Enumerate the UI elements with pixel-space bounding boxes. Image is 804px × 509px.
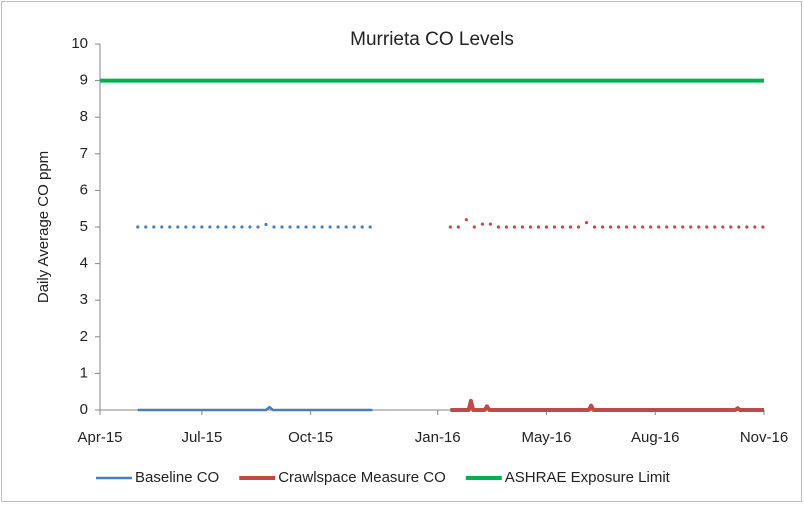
data-point bbox=[256, 225, 260, 229]
data-point bbox=[312, 225, 316, 229]
x-tick-label: Aug-16 bbox=[631, 429, 679, 446]
data-point bbox=[216, 225, 220, 229]
data-point bbox=[448, 225, 452, 229]
data-point bbox=[296, 225, 300, 229]
data-point bbox=[625, 225, 629, 229]
data-point bbox=[689, 225, 693, 229]
x-tick-label: Jan-16 bbox=[415, 429, 461, 446]
y-axis-label: Daily Average CO ppm bbox=[35, 151, 52, 303]
y-tick-label: 10 bbox=[71, 35, 88, 52]
data-point bbox=[152, 225, 156, 229]
data-point bbox=[240, 225, 244, 229]
y-tick-label: 4 bbox=[80, 255, 88, 272]
data-point bbox=[200, 225, 204, 229]
data-point bbox=[657, 225, 661, 229]
x-tick-label: Nov-16 bbox=[740, 429, 788, 446]
x-tick-label: May-16 bbox=[521, 429, 571, 446]
data-point bbox=[512, 225, 517, 229]
data-point bbox=[280, 225, 284, 229]
data-point bbox=[649, 225, 653, 229]
data-point bbox=[576, 225, 581, 229]
data-point bbox=[168, 225, 172, 229]
data-point bbox=[608, 225, 613, 229]
data-point bbox=[737, 225, 741, 229]
data-point bbox=[584, 221, 589, 225]
data-point bbox=[328, 225, 332, 229]
data-point bbox=[729, 225, 733, 229]
legend-label: ASHRAE Exposure Limit bbox=[505, 469, 671, 486]
y-tick-label: 7 bbox=[80, 145, 88, 162]
data-point bbox=[504, 225, 509, 229]
data-point bbox=[681, 225, 685, 229]
data-point bbox=[721, 225, 725, 229]
y-tick-label: 0 bbox=[80, 401, 88, 418]
data-point bbox=[633, 225, 637, 229]
data-point bbox=[320, 225, 324, 229]
y-tick-label: 1 bbox=[80, 364, 88, 381]
y-tick-label: 9 bbox=[80, 72, 88, 89]
data-point bbox=[264, 222, 268, 227]
data-point bbox=[456, 225, 460, 229]
data-point bbox=[144, 225, 148, 229]
data-point bbox=[496, 225, 500, 229]
data-point bbox=[488, 222, 492, 226]
data-point bbox=[176, 225, 180, 229]
y-tick-label: 8 bbox=[80, 108, 88, 125]
data-point bbox=[617, 225, 621, 229]
data-point bbox=[464, 218, 468, 222]
data-point bbox=[480, 222, 484, 226]
legend-label: Crawlspace Measure CO bbox=[278, 469, 446, 486]
data-point bbox=[761, 225, 765, 229]
y-tick-label: 6 bbox=[80, 181, 88, 198]
data-point bbox=[753, 225, 757, 229]
chart-title: Murrieta CO Levels bbox=[350, 29, 514, 50]
data-point bbox=[368, 225, 372, 229]
data-point bbox=[520, 225, 525, 229]
data-point bbox=[248, 225, 252, 229]
data-point bbox=[472, 225, 476, 229]
data-point bbox=[665, 225, 669, 229]
data-point bbox=[528, 225, 533, 229]
data-point bbox=[536, 225, 541, 229]
legend-label: Baseline CO bbox=[135, 469, 219, 486]
data-point bbox=[136, 225, 140, 229]
data-point bbox=[208, 225, 212, 229]
data-point bbox=[336, 225, 340, 229]
data-point bbox=[544, 225, 549, 229]
data-point bbox=[705, 225, 709, 229]
y-tick-label: 5 bbox=[80, 218, 88, 235]
series-line bbox=[137, 405, 373, 412]
data-point bbox=[344, 225, 348, 229]
data-point bbox=[288, 225, 292, 229]
data-point bbox=[641, 225, 645, 229]
y-tick-label: 3 bbox=[80, 291, 88, 308]
data-point bbox=[304, 225, 308, 229]
data-point bbox=[592, 225, 597, 229]
data-point bbox=[224, 225, 228, 229]
data-point bbox=[360, 225, 364, 229]
y-tick-label: 2 bbox=[80, 328, 88, 345]
data-point bbox=[713, 225, 717, 229]
data-point bbox=[192, 225, 196, 229]
x-tick-label: Apr-15 bbox=[77, 429, 122, 446]
data-point bbox=[160, 225, 164, 229]
data-point bbox=[232, 225, 236, 229]
x-tick-label: Jul-15 bbox=[181, 429, 222, 446]
x-tick-label: Oct-15 bbox=[288, 429, 333, 446]
data-point bbox=[184, 225, 188, 229]
data-point bbox=[560, 225, 565, 229]
data-point bbox=[568, 225, 573, 229]
data-point bbox=[673, 225, 677, 229]
data-point bbox=[697, 225, 701, 229]
data-point bbox=[272, 225, 276, 229]
data-point bbox=[552, 225, 557, 229]
data-point bbox=[352, 225, 356, 229]
series-line bbox=[450, 398, 764, 412]
data-point bbox=[745, 225, 749, 229]
data-point bbox=[600, 225, 605, 229]
